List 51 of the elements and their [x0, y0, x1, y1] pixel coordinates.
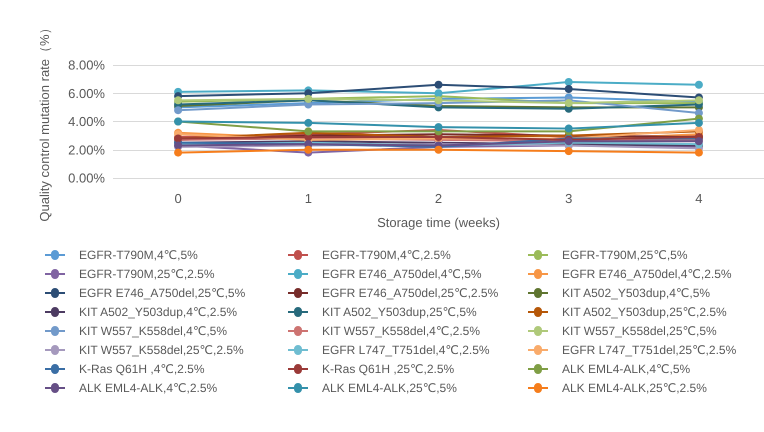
- legend-label: K-Ras Q61H ,4℃,2.5%: [79, 362, 205, 376]
- legend-label: ALK EML4-ALK,4℃,2.5%: [79, 381, 218, 395]
- point: [694, 80, 703, 89]
- y-tick-label: 4.00%: [68, 114, 106, 129]
- legend-label: EGFR L747_T751del,4℃,2.5%: [322, 343, 490, 357]
- point: [564, 85, 573, 94]
- legend-label: KIT A502_Y503dup,4℃,5%: [562, 286, 710, 300]
- point: [434, 123, 442, 132]
- x-tick-label: 0: [174, 191, 182, 206]
- legend-label: EGFR-T790M,4℃,2.5%: [322, 248, 452, 262]
- y-axis-title: Quality control mutation rate（%）: [37, 21, 52, 222]
- legend-label: EGFR E746_A750del,25℃,2.5%: [322, 286, 499, 300]
- legend-label: ALK EML4-ALK,25℃,2.5%: [562, 381, 708, 395]
- legend-label: EGFR E746_A750del,4℃,2.5%: [562, 267, 732, 281]
- point: [174, 106, 182, 114]
- point: [304, 118, 312, 127]
- point: [564, 124, 573, 133]
- x-tick-label: 1: [304, 191, 312, 206]
- y-tick-label: 2.00%: [68, 142, 106, 158]
- legend-label: KIT A502_Y503dup,4℃,2.5%: [79, 305, 238, 319]
- legend-label: EGFR-T790M,25℃,2.5%: [79, 267, 215, 281]
- point: [564, 78, 573, 86]
- point: [434, 146, 442, 154]
- x-tick-label: 4: [695, 191, 703, 206]
- point: [174, 148, 182, 157]
- y-tick-label: 0.00%: [68, 170, 106, 186]
- legend-label: ALK EML4-ALK,4℃,5%: [562, 362, 691, 376]
- legend-label: KIT W557_K558del,25℃,5%: [562, 324, 718, 338]
- legend-label: EGFR-T790M,25℃,5%: [562, 248, 688, 262]
- legend-label: EGFR E746_A750del,4℃,5%: [322, 267, 482, 281]
- legend-label: K-Ras Q61H ,25℃,2.5%: [322, 362, 455, 376]
- y-tick-label: 6.00%: [68, 86, 106, 101]
- point: [694, 148, 703, 157]
- y-tick-label: 8.00%: [68, 58, 106, 72]
- x-axis-title: Storage time (weeks): [377, 215, 500, 230]
- legend-label: EGFR-T790M,4℃,5%: [79, 248, 198, 262]
- legend-label: ALK EML4-ALK,25℃,5%: [322, 381, 458, 395]
- point: [434, 89, 442, 98]
- legend-label: KIT A502_Y503dup,25℃,2.5%: [562, 305, 728, 319]
- x-tick-label: 2: [434, 191, 442, 206]
- point: [564, 147, 573, 156]
- point: [694, 118, 703, 127]
- legend-label: KIT W557_K558del,4℃,2.5%: [322, 324, 480, 338]
- point: [304, 146, 312, 154]
- legend-label: EGFR E746_A750del,25℃,5%: [79, 286, 246, 300]
- x-tick-label: 3: [565, 191, 572, 206]
- point: [434, 80, 442, 89]
- legend-label: KIT W557_K558del,4℃,5%: [79, 324, 228, 338]
- legend-label: KIT W557_K558del,25℃,2.5%: [79, 343, 244, 357]
- legend-label: EGFR L747_T751del,25℃,2.5%: [562, 343, 737, 357]
- legend-label: KIT A502_Y503dup,25℃,5%: [322, 305, 478, 319]
